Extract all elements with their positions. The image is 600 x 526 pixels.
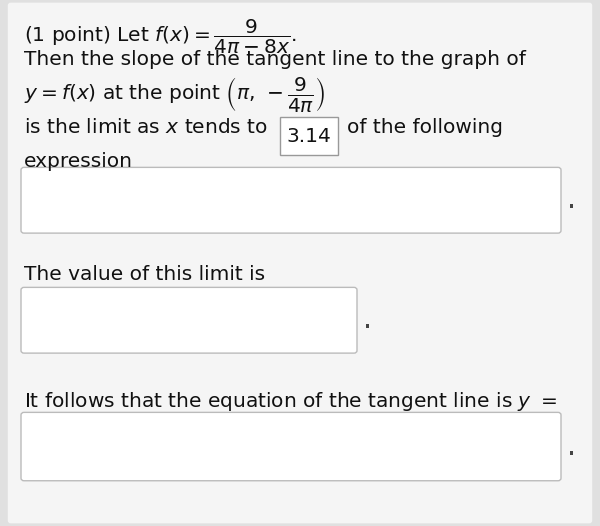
Text: 3.14: 3.14 (286, 127, 331, 146)
Text: expression: expression (24, 152, 133, 171)
Text: It follows that the equation of the tangent line is $y\ =$: It follows that the equation of the tang… (24, 390, 557, 413)
FancyBboxPatch shape (8, 3, 592, 523)
Text: Then the slope of the tangent line to the graph of: Then the slope of the tangent line to th… (24, 50, 526, 69)
Text: (1 point) Let $f(x) = \dfrac{9}{4\pi-8x}$.: (1 point) Let $f(x) = \dfrac{9}{4\pi-8x}… (24, 18, 297, 56)
Text: $y = f(x)$ at the point $\left(\pi,\,-\dfrac{9}{4\pi}\right)$: $y = f(x)$ at the point $\left(\pi,\,-\d… (24, 75, 325, 114)
FancyBboxPatch shape (21, 287, 357, 353)
Text: .: . (363, 306, 372, 334)
FancyBboxPatch shape (21, 167, 561, 233)
Text: .: . (567, 186, 576, 214)
FancyBboxPatch shape (280, 117, 338, 155)
Text: The value of this limit is: The value of this limit is (24, 265, 265, 284)
Text: is the limit as $x$ tends to: is the limit as $x$ tends to (24, 118, 268, 137)
FancyBboxPatch shape (21, 412, 561, 481)
Text: of the following: of the following (347, 118, 503, 137)
Text: .: . (567, 432, 576, 461)
